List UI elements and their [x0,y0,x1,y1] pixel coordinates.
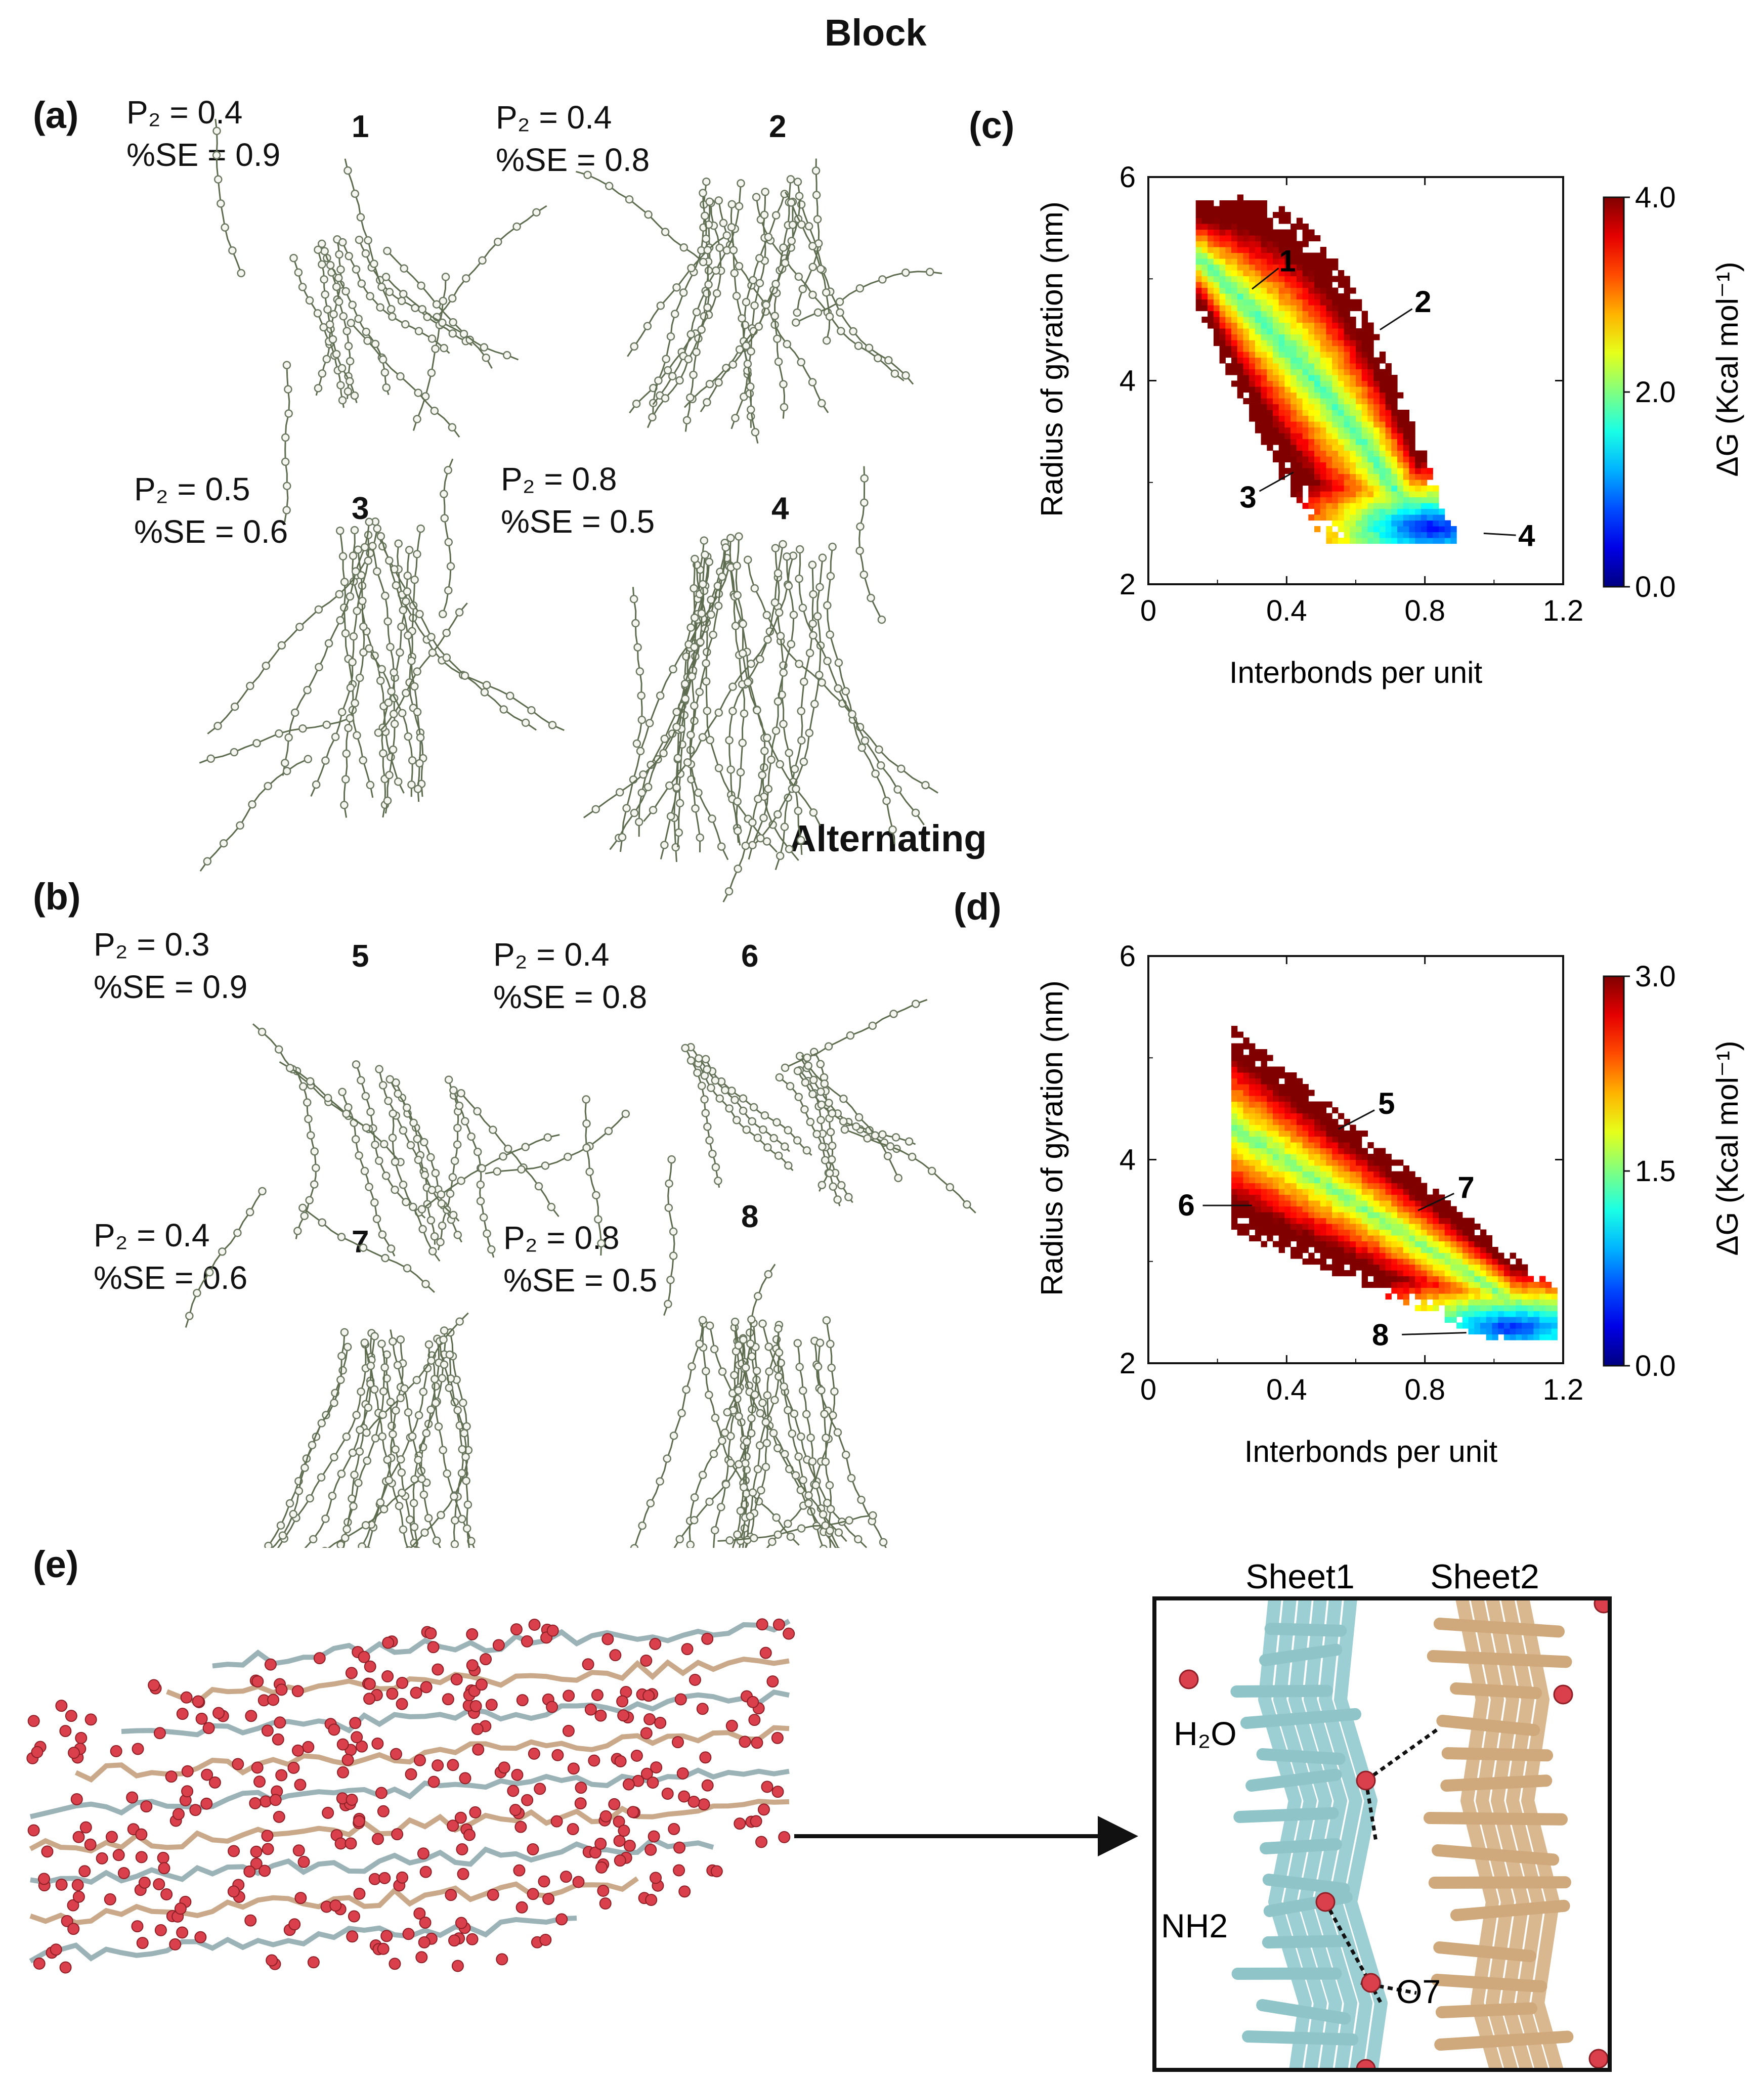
snapshot-7-number: 7 [352,1225,369,1260]
snapshot-1-structure [212,118,547,523]
panel-label-a: (a) [33,94,79,136]
x-axis-label: Interbonds per unit [1229,656,1483,689]
annotation-label: 3 [1239,481,1256,514]
y-tick-label: 6 [1120,161,1136,194]
x-tick-label: 1.2 [1543,594,1584,627]
colorbar [1603,196,1625,588]
annotation-leader [1259,471,1294,492]
annotation-leader [1380,308,1413,331]
molecular-snapshots [185,118,976,1548]
snapshot-7-structure [264,1312,476,1548]
y-axis-label: Radius of gyration (nm) [1035,980,1069,1296]
panel-e-figure: Sheet1 Sheet2 H₂O NH2 O7 [26,1557,1612,2072]
x-axis-label: Interbonds per unit [1244,1435,1498,1468]
y-tick-label: 6 [1120,940,1136,973]
annotation-leader [1483,532,1516,536]
snapshot-6-structure [485,999,976,1316]
annotation-label: 6 [1178,1188,1194,1222]
snapshot-4-stats: P₂ = 0.8 %SE = 0.5 [501,461,655,540]
o7-label: O7 [1396,1973,1441,2010]
y-tick-label: 4 [1120,1144,1136,1177]
nh2-label: NH2 [1161,1907,1228,1944]
y-tick-label: 2 [1120,568,1136,601]
colorbar-tick-label: 4.0 [1635,181,1676,214]
colorbar-tick-label: 3.0 [1635,960,1676,993]
annotation-label: 5 [1378,1087,1395,1120]
colorbar [1603,975,1625,1367]
panel-label-c: (c) [969,104,1015,146]
snapshot-3-structure [199,458,565,872]
snapshot-4-structure [583,466,938,902]
snapshot-3-stats: P₂ = 0.5 %SE = 0.6 [134,471,288,550]
heatmap-c: Radius of gyration (nm) Interbonds per u… [1035,161,1744,689]
water-label: H₂O [1174,1715,1237,1752]
x-tick-label: 0.8 [1404,1373,1445,1406]
colorbar-tick-label: 0.0 [1635,571,1676,603]
snapshot-2-number: 2 [769,109,787,144]
panel-label-d: (d) [954,886,1002,928]
heatmap-d: Radius of gyration (nm) Interbonds per u… [1035,940,1744,1468]
colorbar-tick-label: 2.0 [1635,376,1676,409]
snapshot-6-number: 6 [741,939,759,974]
panel-label-b: (b) [33,876,81,918]
annotation-label: 2 [1414,285,1431,319]
snapshot-5-structure [185,1023,560,1328]
panel-label-e: (e) [33,1543,79,1585]
heatmap-cells [1231,1026,1558,1340]
zoom-arrow-head [1098,1816,1138,1856]
snapshot-5-number: 5 [352,939,369,974]
snapshot-1-number: 1 [352,109,369,144]
annotation-label: 1 [1279,244,1296,278]
colorbar-tick-label: 1.5 [1635,1155,1676,1188]
annotation-label: 8 [1372,1318,1389,1352]
snapshot-2-structure [576,158,942,444]
snapshot-6-stats: P₂ = 0.4 %SE = 0.8 [493,936,648,1015]
colorbar-tick-label: 0.0 [1635,1350,1676,1382]
snapshot-8-structure [630,1264,888,1548]
annotation-label: 7 [1457,1170,1474,1204]
x-tick-label: 1.2 [1543,1373,1584,1406]
x-tick-label: 0 [1140,1373,1156,1406]
snapshot-8-stats: P₂ = 0.8 %SE = 0.5 [503,1220,658,1298]
sheet2-label: Sheet2 [1430,1557,1539,1596]
heading-alternating: Alternating [789,817,987,859]
annotation-leader [1252,267,1279,290]
x-tick-label: 0 [1140,594,1156,627]
colorbar-label: ΔG (Kcal mol⁻¹) [1710,1040,1744,1255]
annotation-leader [1338,1109,1375,1130]
snapshot-2-stats: P₂ = 0.4 %SE = 0.8 [496,99,650,178]
heading-block: Block [825,12,927,54]
y-tick-label: 2 [1120,1347,1136,1380]
x-tick-label: 0.4 [1266,1373,1307,1406]
snapshot-5-stats: P₂ = 0.3 %SE = 0.9 [94,926,248,1005]
snapshot-4-number: 4 [771,491,789,526]
annotation-label: 4 [1518,518,1535,552]
y-tick-label: 4 [1120,365,1136,398]
snapshot-1-stats: P₂ = 0.4 %SE = 0.9 [126,94,281,173]
y-axis-label: Radius of gyration (nm) [1035,201,1069,517]
x-tick-label: 0.4 [1266,594,1307,627]
zoom-inset: H₂O NH2 O7 [1152,1596,1612,2072]
x-tick-label: 0.8 [1404,594,1445,627]
sheet1-label: Sheet1 [1245,1557,1355,1596]
annotation-leader [1417,1193,1454,1211]
annotation-leader [1402,1332,1467,1335]
fibril-structure [26,1618,795,1974]
heatmap-cells [1195,194,1457,544]
colorbar-label: ΔG (Kcal mol⁻¹) [1710,262,1744,476]
snapshot-8-number: 8 [741,1199,759,1234]
snapshot-7-stats: P₂ = 0.4 %SE = 0.6 [94,1217,248,1296]
